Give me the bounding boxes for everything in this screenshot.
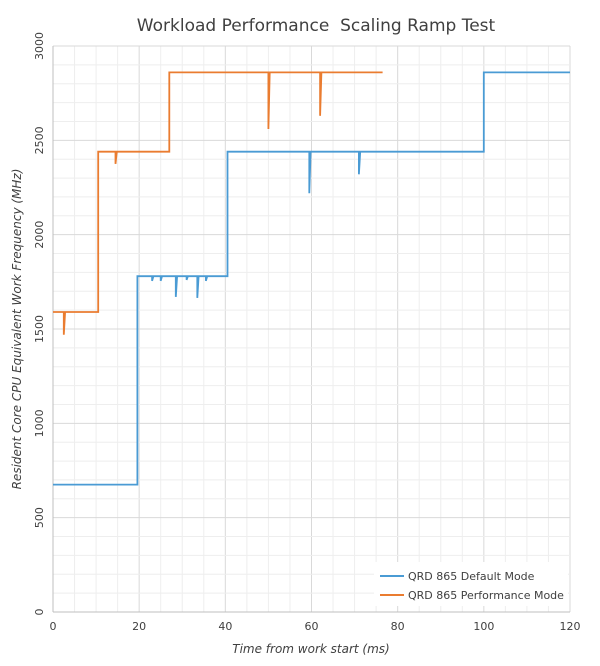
x-tick-label: 20 (132, 620, 146, 633)
x-tick-label: 80 (391, 620, 405, 633)
x-tick-label: 120 (560, 620, 581, 633)
y-tick-label: 2000 (33, 221, 46, 249)
y-tick-label: 2500 (33, 126, 46, 154)
y-tick-label: 500 (33, 507, 46, 528)
legend-label-default: QRD 865 Default Mode (408, 570, 535, 583)
series-line-default-mode (53, 71, 570, 486)
x-tick-label: 0 (50, 620, 57, 633)
x-tick-label: 60 (305, 620, 319, 633)
legend-box (374, 562, 568, 606)
grid (52, 45, 571, 613)
y-tick-label: 1500 (33, 315, 46, 343)
y-axis-label: Resident Core CPU Equivalent Work Freque… (10, 169, 24, 490)
series-group (53, 71, 570, 486)
x-axis-label: Time from work start (ms) (232, 642, 389, 656)
x-tick-label: 40 (218, 620, 232, 633)
tick-labels: 0 20 40 60 80 100 120 0 500 1000 1500 2000 2500 3000 (33, 32, 581, 633)
y-tick-label: 3000 (33, 32, 46, 60)
axes (52, 46, 570, 613)
y-tick-label: 0 (33, 609, 46, 616)
x-tick-label: 100 (473, 620, 494, 633)
chart-title: Workload Performance Scaling Ramp Test (137, 16, 496, 36)
legend: QRD 865 Default Mode QRD 865 Performance… (374, 562, 568, 606)
series-line-performance-mode (53, 71, 383, 335)
legend-label-performance: QRD 865 Performance Mode (408, 589, 564, 602)
y-tick-label: 1000 (33, 409, 46, 437)
